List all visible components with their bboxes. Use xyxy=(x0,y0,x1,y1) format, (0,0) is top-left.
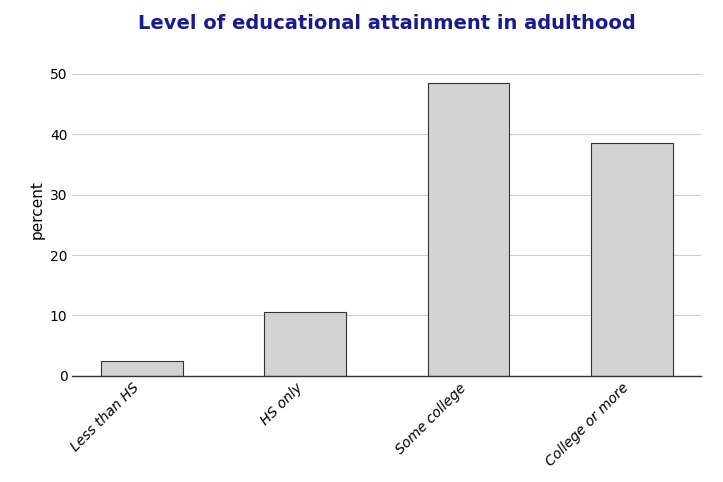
Title: Level of educational attainment in adulthood: Level of educational attainment in adult… xyxy=(138,14,636,33)
Bar xyxy=(591,143,672,376)
Y-axis label: percent: percent xyxy=(29,180,44,239)
Bar xyxy=(265,312,346,376)
Bar xyxy=(101,361,183,376)
Bar xyxy=(427,83,509,376)
